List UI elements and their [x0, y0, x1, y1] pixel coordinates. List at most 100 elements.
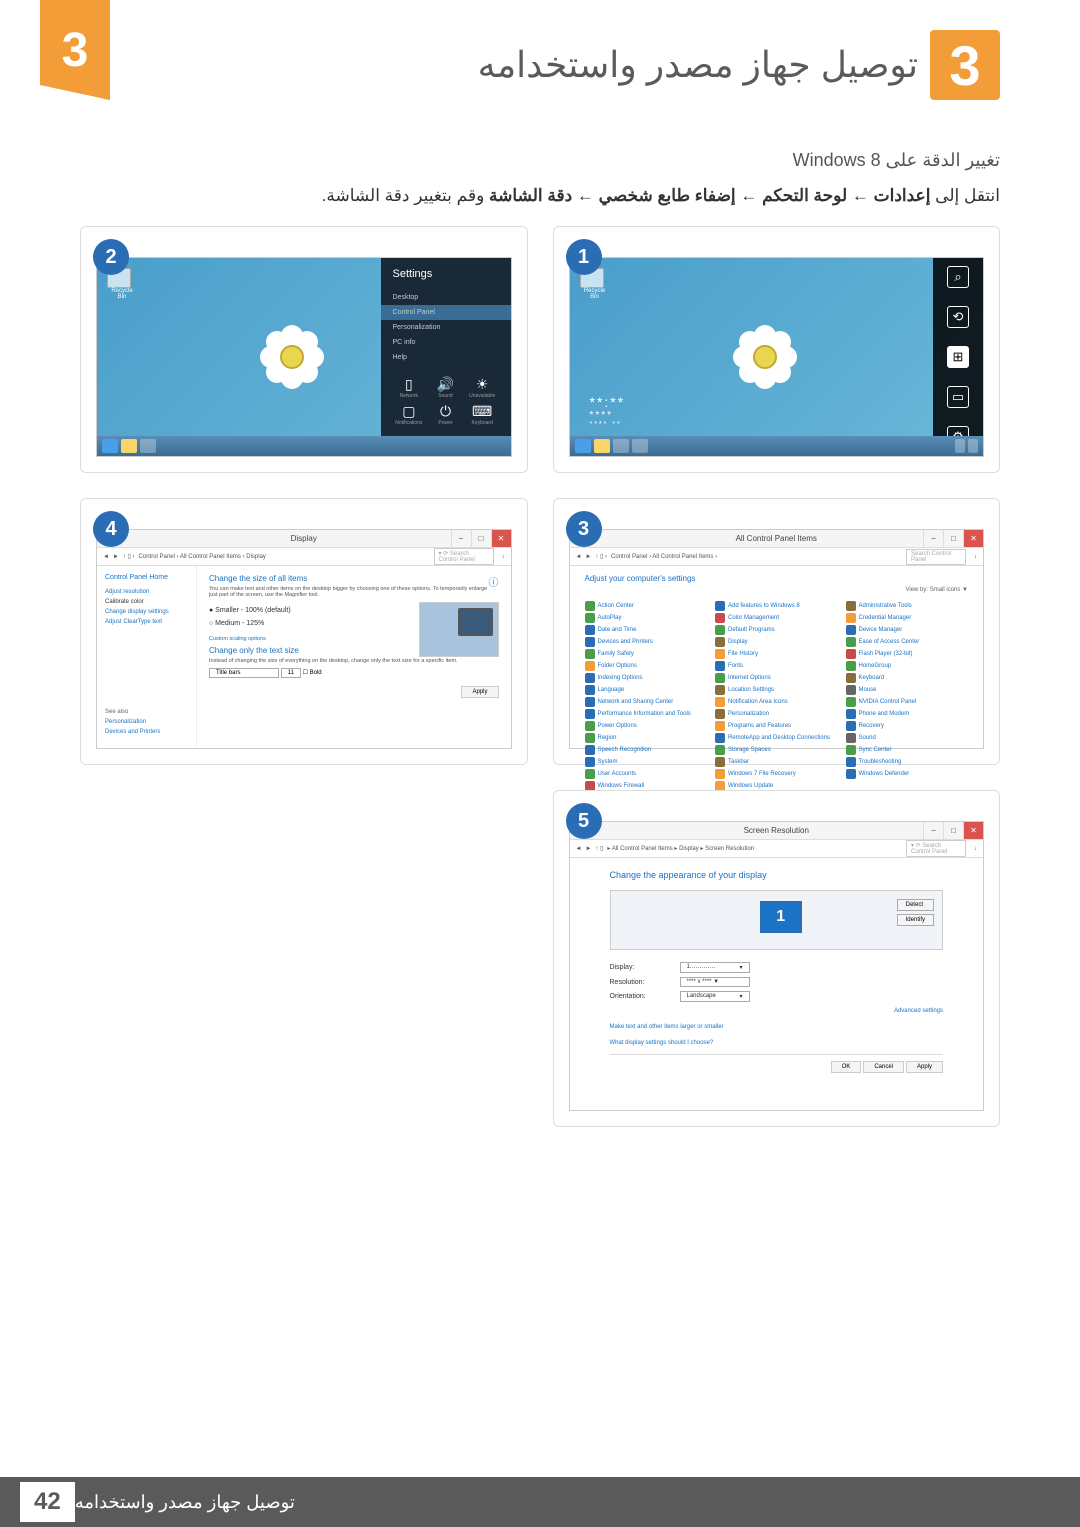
nav-back-icon[interactable]: ◄: [576, 554, 582, 560]
control-panel-item[interactable]: HomeGroup: [846, 661, 969, 671]
help-link[interactable]: What display settings should I choose?: [610, 1040, 944, 1046]
control-panel-item[interactable]: Device Manager: [846, 625, 969, 635]
sidebar-link[interactable]: Change display settings: [105, 607, 188, 617]
search-input[interactable]: ▾ ⟳ Search Control Panel: [906, 840, 966, 857]
control-panel-item[interactable]: Action Center: [585, 601, 708, 611]
control-panel-item[interactable]: Troubleshooting: [846, 757, 969, 767]
control-panel-item[interactable]: Fonts: [715, 661, 838, 671]
control-panel-item[interactable]: Taskbar: [715, 757, 838, 767]
taskbar-explorer-icon[interactable]: [121, 439, 137, 453]
control-panel-item[interactable]: Keyboard: [846, 673, 969, 683]
control-panel-item[interactable]: Storage Spaces: [715, 745, 838, 755]
brightness-icon[interactable]: ☀: [466, 376, 499, 393]
settings-item[interactable]: PC info: [393, 335, 499, 350]
control-panel-item[interactable]: Flash Player (32-bit): [846, 649, 969, 659]
apply-button[interactable]: Apply: [461, 686, 498, 698]
taskbar-explorer-icon[interactable]: [594, 439, 610, 453]
control-panel-item[interactable]: Ease of Access Center: [846, 637, 969, 647]
close-button[interactable]: ✕: [963, 822, 983, 839]
control-panel-item[interactable]: RemoteApp and Desktop Connections: [715, 733, 838, 743]
search-input[interactable]: Search Control Panel: [906, 549, 966, 565]
settings-item[interactable]: Help: [393, 350, 499, 365]
minimize-button[interactable]: −: [451, 530, 471, 547]
sidebar-link[interactable]: Calibrate color: [105, 597, 188, 607]
keyboard-icon[interactable]: ⌨: [466, 403, 499, 420]
maximize-button[interactable]: □: [471, 530, 491, 547]
control-panel-item[interactable]: Performance Information and Tools: [585, 709, 708, 719]
control-panel-item[interactable]: System: [585, 757, 708, 767]
nav-forward-icon[interactable]: ►: [585, 846, 591, 852]
identify-button[interactable]: Identify: [897, 914, 934, 926]
control-panel-item[interactable]: Credential Manager: [846, 613, 969, 623]
control-panel-item[interactable]: Language: [585, 685, 708, 695]
control-panel-item[interactable]: Network and Sharing Center: [585, 697, 708, 707]
settings-item[interactable]: Personalization: [393, 320, 499, 335]
control-panel-item[interactable]: Power Options: [585, 721, 708, 731]
sidebar-link[interactable]: Adjust resolution: [105, 587, 188, 597]
control-panel-item[interactable]: Color Management: [715, 613, 838, 623]
sidebar-link[interactable]: Adjust ClearType text: [105, 617, 188, 627]
minimize-button[interactable]: −: [923, 530, 943, 547]
nav-back-icon[interactable]: ◄: [576, 846, 582, 852]
nav-forward-icon[interactable]: ►: [113, 554, 119, 560]
search-input[interactable]: ▾ ⟳ Search Control Panel: [434, 548, 494, 565]
taskbar-icon[interactable]: [140, 439, 156, 453]
control-panel-item[interactable]: Date and Time: [585, 625, 708, 635]
nav-back-icon[interactable]: ◄: [103, 554, 109, 560]
maximize-button[interactable]: □: [943, 822, 963, 839]
control-panel-item[interactable]: Region: [585, 733, 708, 743]
control-panel-item[interactable]: Sound: [846, 733, 969, 743]
taskbar-ie-icon[interactable]: [102, 439, 118, 453]
ok-button[interactable]: OK: [831, 1061, 862, 1073]
control-panel-item[interactable]: File History: [715, 649, 838, 659]
control-panel-item[interactable]: Speech Recognition: [585, 745, 708, 755]
control-panel-item[interactable]: Internet Options: [715, 673, 838, 683]
control-panel-item[interactable]: Add features to Windows 8: [715, 601, 838, 611]
control-panel-item[interactable]: Phone and Modem: [846, 709, 969, 719]
orientation-select[interactable]: Landscape▾: [680, 991, 750, 1002]
close-button[interactable]: ✕: [963, 530, 983, 547]
taskbar-icon[interactable]: [613, 439, 629, 453]
size-select[interactable]: 11: [281, 668, 301, 678]
resolution-select[interactable]: **** x **** ▼: [680, 977, 750, 987]
minimize-button[interactable]: −: [923, 822, 943, 839]
control-panel-item[interactable]: Sync Center: [846, 745, 969, 755]
viewby-label[interactable]: View by: Small icons ▼: [585, 587, 969, 593]
control-panel-item[interactable]: Indexing Options: [585, 673, 708, 683]
settings-item[interactable]: Desktop: [393, 290, 499, 305]
control-panel-item[interactable]: Folder Options: [585, 661, 708, 671]
sidebar-link[interactable]: Personalization: [105, 717, 188, 727]
sidebar-link[interactable]: Devices and Printers: [105, 727, 188, 737]
cancel-button[interactable]: Cancel: [863, 1061, 904, 1073]
search-charm-icon[interactable]: ⌕: [947, 266, 969, 288]
control-panel-item[interactable]: Display: [715, 637, 838, 647]
maximize-button[interactable]: □: [943, 530, 963, 547]
taskbar-ie-icon[interactable]: [575, 439, 591, 453]
share-charm-icon[interactable]: ⟲: [947, 306, 969, 328]
titlebars-select[interactable]: Title bars: [209, 668, 279, 678]
control-panel-link[interactable]: Control Panel: [381, 305, 511, 320]
control-panel-item[interactable]: User Accounts: [585, 769, 708, 779]
control-panel-item[interactable]: Programs and Features: [715, 721, 838, 731]
sound-icon[interactable]: 🔊: [429, 376, 462, 393]
control-panel-item[interactable]: NVIDIA Control Panel: [846, 697, 969, 707]
text-size-link[interactable]: Make text and other items larger or smal…: [610, 1024, 944, 1030]
power-icon[interactable]: ⏻: [429, 403, 462, 420]
control-panel-item[interactable]: Location Settings: [715, 685, 838, 695]
control-panel-item[interactable]: AutoPlay: [585, 613, 708, 623]
advanced-settings-link[interactable]: Advanced settings: [610, 1008, 944, 1014]
devices-charm-icon[interactable]: ▭: [947, 386, 969, 408]
control-panel-item[interactable]: Windows 7 File Recovery: [715, 769, 838, 779]
control-panel-item[interactable]: Recovery: [846, 721, 969, 731]
display-select[interactable]: 1.…………▾: [680, 962, 750, 973]
notifications-icon[interactable]: ▢: [393, 403, 426, 420]
apply-button[interactable]: Apply: [906, 1061, 943, 1073]
control-panel-item[interactable]: Personalization: [715, 709, 838, 719]
control-panel-item[interactable]: Windows Defender: [846, 769, 969, 779]
network-icon[interactable]: ▯: [393, 376, 426, 393]
control-panel-item[interactable]: Devices and Printers: [585, 637, 708, 647]
tray-icon[interactable]: [968, 439, 978, 453]
start-charm-icon[interactable]: ⊞: [947, 346, 969, 368]
taskbar-icon[interactable]: [632, 439, 648, 453]
control-panel-item[interactable]: Mouse: [846, 685, 969, 695]
